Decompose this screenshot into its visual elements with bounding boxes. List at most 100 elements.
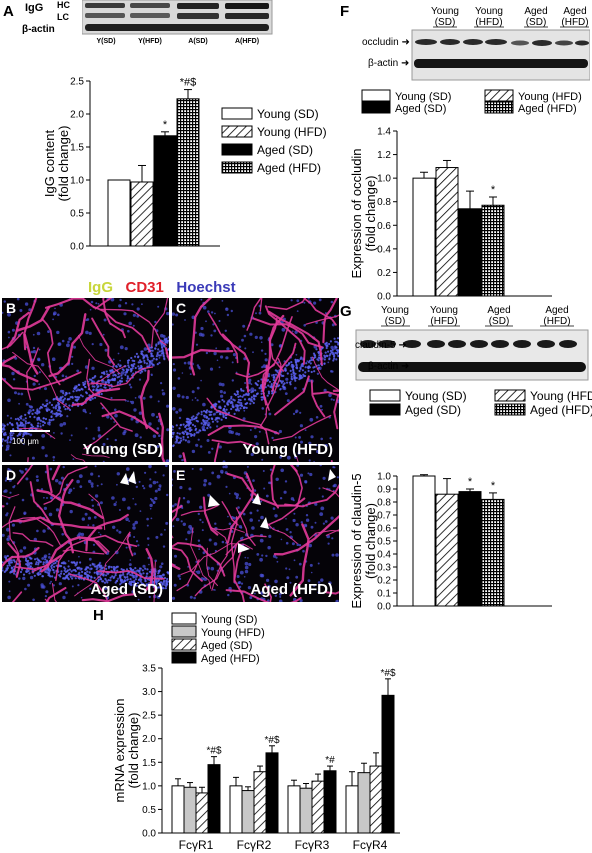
chart-h-ylabel-line-1: (fold change) <box>126 713 141 789</box>
chart-a-legend-swatch-2 <box>221 143 253 156</box>
chart-a-sig-3: *#$ <box>180 77 197 89</box>
chart-h-bar-3-3 <box>381 694 395 834</box>
chart-h-legend-label-3: Aged (HFD) <box>201 653 260 665</box>
chart-g-ytick-label-6: 0.6 <box>377 524 391 535</box>
blot-f-lane-3-line1: Aged <box>524 6 547 17</box>
chart-h-ytick-label-6: 3.0 <box>142 687 156 698</box>
chart-f-legend-swatch-3 <box>484 101 514 114</box>
chart-g-sig-3: * <box>491 480 496 492</box>
blot-a-image: Y(SD) Y(HFD) A(SD) A(HFD) <box>82 0 273 45</box>
chart-h-bar-0-2 <box>195 792 209 834</box>
chart-h-xtick-label-2: FcγR3 <box>295 838 330 852</box>
chart-h-bar-1-3 <box>265 752 279 834</box>
chart-f-legend-label-2: Aged (SD) <box>395 103 446 115</box>
chart-g-ylabel-line-0: Expression of claudin-5 <box>349 473 364 608</box>
blot-f-lane-3-line2: (SD) <box>526 17 547 28</box>
blot-f-image: Young (SD) Young (HFD) Aged (SD) Aged (H… <box>411 6 590 81</box>
micrograph-c-letter: C <box>176 300 187 316</box>
chart-f-ytick-label-5: 1.0 <box>377 174 391 185</box>
chart-g-legend-label-1: Young (HFD) <box>530 389 592 403</box>
blot-f-bands-occludin <box>415 39 589 46</box>
chart-a-legend-label-1: Young (HFD) <box>257 125 327 139</box>
chart-g-bar-2 <box>458 491 482 607</box>
blot-a-lane-2: Y(HFD) <box>138 38 162 45</box>
chart-h-ytick-label-4: 2.0 <box>142 734 156 745</box>
chart-f-bar-3 <box>481 204 505 297</box>
chart-h-bar-2-1 <box>299 787 313 834</box>
chart-a-legend-label-2: Aged (SD) <box>257 143 313 157</box>
chart-f-legend-swatch-1 <box>484 89 514 102</box>
chart-f-ylabel-line-0: Expression of occludin <box>349 148 364 278</box>
chart-h-xtick-label-0: FcγR1 <box>179 838 214 852</box>
chart-h: 0.0 0.5 1.0 1.5 2.0 2.5 3.0 3.5 mRNA expression(… <box>112 612 400 852</box>
chart-h-bar-3-2 <box>369 765 383 834</box>
blot-g-lane-1-line2: (SD) <box>385 316 406 327</box>
chart-g-ytick-label-10: 1.0 <box>377 472 391 483</box>
blot-a-label-igg: IgG <box>25 2 44 14</box>
chart-f-ytick-label-6: 1.2 <box>377 150 391 161</box>
chart-a-ytick-label-1: 0.5 <box>70 209 84 220</box>
blot-g-bands-claudin <box>360 340 577 348</box>
micrograph-vessels <box>2 298 169 462</box>
chart-g-ytick-label-2: 0.2 <box>377 576 391 587</box>
blot-a-label-actin: β-actin <box>22 24 55 35</box>
chart-h-legend-swatch-3 <box>171 651 197 664</box>
chart-a-ytick-label-5: 2.5 <box>70 77 84 88</box>
blot-a-lane-4: A(HFD) <box>235 38 259 45</box>
blot-g-lane-4-line2: (HFD) <box>543 316 570 327</box>
chart-g-ytick-label-8: 0.8 <box>377 498 391 509</box>
blot-g-lane-3-line2: (SD) <box>489 316 510 327</box>
chart-h-legend-label-1: Young (HFD) <box>201 627 265 639</box>
chart-h-xtick-label-1: FcγR2 <box>237 838 272 852</box>
chart-f-legend-swatch-2 <box>361 101 391 114</box>
chart-g-ytick-label-5: 0.5 <box>377 537 391 548</box>
blot-f-lane-4-line1: Aged <box>563 6 586 17</box>
chart-f-bar-0 <box>412 177 436 297</box>
chart-h-bar-1-2 <box>253 771 267 834</box>
chart-f-ytick-label-4: 0.8 <box>377 197 391 208</box>
blot-g-bands-actin <box>358 362 586 372</box>
chart-h-bar-2-3 <box>323 770 337 834</box>
chart-g-ytick-label-3: 0.3 <box>377 563 391 574</box>
chart-g-bar-1 <box>435 493 459 607</box>
blot-f-lane-1-line1: Young <box>431 6 459 17</box>
chart-h-ylabel-line-0: mRNA expression <box>112 698 127 802</box>
chart-h-bar-1-1 <box>241 790 255 834</box>
panel-letter-f: F <box>340 3 350 20</box>
blot-a-lane-1: Y(SD) <box>96 38 115 45</box>
blot-a-bands-hc <box>85 3 269 9</box>
panel-letter-h: H <box>93 607 104 624</box>
chart-a-ytick-label-2: 1.0 <box>70 176 84 187</box>
micrograph-vessels <box>2 465 165 602</box>
chart-g-legend-label-3: Aged (HFD) <box>530 403 592 417</box>
chart-f-legend-label-0: Young (SD) <box>395 91 451 103</box>
micrograph-d-letter: D <box>6 467 17 483</box>
micrograph-c-caption: Young (HFD) <box>242 441 333 458</box>
header-cd31: CD31 <box>125 279 164 296</box>
chart-f-ytick-label-0: 0.0 <box>377 292 391 303</box>
blot-g-lane-1-line1: Young <box>381 305 409 316</box>
chart-h-bar-0-1 <box>183 786 197 834</box>
panel-letter-a: A <box>3 3 14 20</box>
chart-a-ytick-label-0: 0.0 <box>70 242 84 253</box>
panel-letter-g: G <box>340 303 352 320</box>
blot-f-lane-2-line2: (HFD) <box>475 17 502 28</box>
micrograph-nuclei <box>172 298 339 462</box>
chart-f-ytick-label-2: 0.4 <box>377 244 391 255</box>
micrograph-b-caption: Young (SD) <box>82 441 163 458</box>
blot-f-lane-1-line2: (SD) <box>435 17 456 28</box>
chart-a-legend-swatch-3 <box>221 161 253 174</box>
blot-a-label-lc: LC <box>57 12 69 22</box>
chart-f-bar-1 <box>435 167 459 297</box>
chart-a-legend-label-3: Aged (HFD) <box>257 161 321 175</box>
blot-g-image: Young (SD) Young (HFD) Aged (SD) Aged (H… <box>355 305 589 381</box>
header-hoechst: Hoechst <box>176 279 236 296</box>
scale-bar <box>10 430 50 432</box>
blot-f-lane-4-line2: (HFD) <box>561 17 588 28</box>
chart-g-bar-0 <box>412 475 436 607</box>
blot-a-bands-actin <box>85 24 269 31</box>
chart-f-bar-2 <box>458 208 482 297</box>
blot-f-bands-actin <box>414 59 588 68</box>
micrograph-cell-layer <box>172 337 339 448</box>
chart-f-legend-label-1: Young (HFD) <box>518 91 582 103</box>
